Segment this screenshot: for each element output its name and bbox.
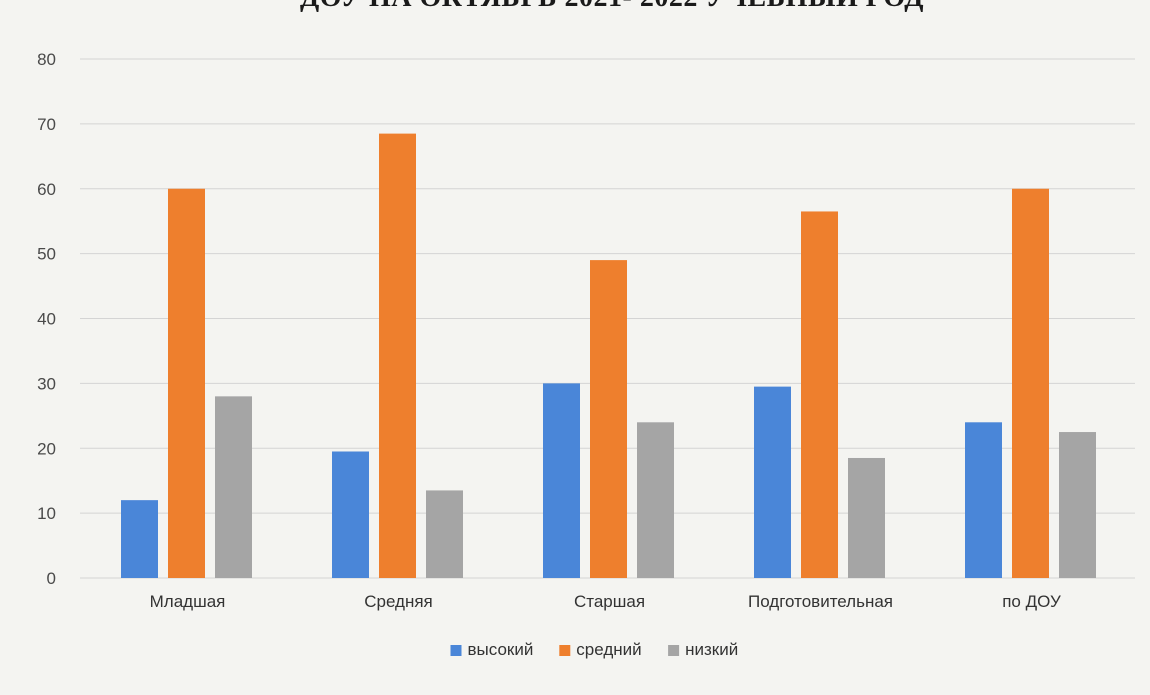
bar-средний-3 (801, 211, 838, 579)
bar-низкий-1 (426, 490, 463, 578)
y-tick-label: 40 (37, 310, 56, 329)
y-tick-label: 50 (37, 245, 56, 264)
legend-swatch-низкий (668, 645, 680, 656)
x-axis-ticks: Младшая Средняя Старшая Подготовительная по … (150, 592, 1061, 611)
bar-высокий-2 (543, 383, 580, 578)
bar-низкий-3 (848, 457, 885, 578)
chart-area: 0 10 20 30 40 50 60 70 80 Младшая Средняя Старшая П… (0, 30, 1150, 695)
bar-средний-0 (168, 188, 205, 578)
bar-высокий-0 (121, 500, 158, 578)
bars (121, 133, 1096, 579)
page-title: ДОУ НА ОКТЯБРЬ 2021- 2022 УЧЕБНЫЙ ГОД (300, 0, 1020, 13)
bar-низкий-0 (215, 396, 252, 578)
y-tick-label: 20 (37, 439, 56, 458)
y-tick-label: 80 (37, 50, 56, 69)
bar-высокий-1 (332, 451, 369, 578)
legend-swatch-высокий (450, 645, 462, 656)
x-tick-label: Младшая (150, 592, 226, 611)
y-tick-label: 0 (47, 569, 56, 588)
y-tick-label: 30 (37, 374, 56, 393)
bar-низкий-2 (637, 422, 674, 578)
x-tick-label: по ДОУ (1002, 592, 1061, 611)
legend-label: низкий (685, 640, 738, 659)
bar-низкий-4 (1059, 432, 1096, 578)
y-tick-label: 60 (37, 180, 56, 199)
x-tick-label: Подготовительная (748, 592, 893, 611)
y-tick-label: 70 (37, 115, 56, 134)
y-axis-ticks: 0 10 20 30 40 50 60 70 80 (37, 50, 56, 588)
bar-средний-4 (1012, 188, 1049, 578)
bar-средний-2 (590, 260, 627, 578)
bar-высокий-3 (754, 386, 791, 578)
x-tick-label: Старшая (574, 592, 645, 611)
legend-label: средний (576, 640, 641, 659)
legend-label: высокий (468, 640, 534, 659)
x-tick-label: Средняя (364, 592, 433, 611)
bar-высокий-4 (965, 422, 1002, 578)
y-tick-label: 10 (37, 504, 56, 523)
legend-swatch-средний (559, 645, 571, 656)
bar-средний-1 (379, 133, 416, 578)
bar-chart: 0 10 20 30 40 50 60 70 80 Младшая Средняя Старшая П… (37, 50, 1135, 659)
legend: высокий средний низкий (450, 640, 738, 659)
